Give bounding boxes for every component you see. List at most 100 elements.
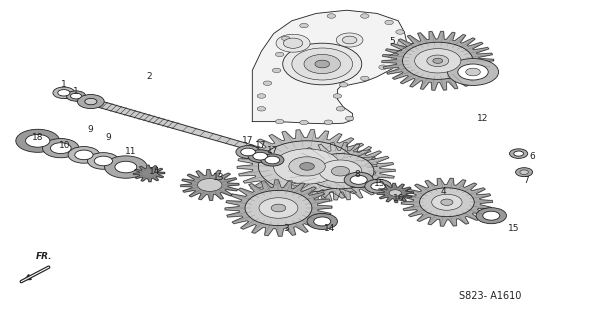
Circle shape	[396, 30, 404, 34]
Text: 2: 2	[146, 72, 152, 81]
Polygon shape	[225, 180, 332, 236]
Circle shape	[342, 36, 357, 44]
Circle shape	[379, 65, 387, 69]
Circle shape	[458, 64, 488, 80]
Circle shape	[361, 76, 369, 81]
Circle shape	[483, 211, 500, 220]
Circle shape	[319, 160, 362, 182]
Circle shape	[58, 90, 70, 96]
Circle shape	[300, 23, 308, 28]
Polygon shape	[237, 130, 377, 203]
Text: 18: 18	[32, 133, 43, 142]
Polygon shape	[133, 165, 165, 182]
Circle shape	[510, 149, 528, 158]
Circle shape	[75, 150, 93, 160]
Circle shape	[331, 166, 350, 176]
Circle shape	[265, 156, 280, 164]
Circle shape	[336, 33, 363, 47]
Circle shape	[391, 55, 399, 60]
Text: 17: 17	[243, 136, 254, 145]
Text: 14: 14	[324, 224, 335, 233]
Circle shape	[415, 49, 461, 73]
Circle shape	[253, 152, 268, 160]
Circle shape	[365, 179, 392, 193]
Circle shape	[275, 52, 284, 57]
Circle shape	[241, 148, 255, 156]
Circle shape	[304, 54, 340, 74]
Circle shape	[26, 134, 50, 147]
Polygon shape	[401, 178, 492, 226]
Polygon shape	[377, 183, 413, 203]
Text: 10: 10	[60, 141, 71, 150]
Text: 16: 16	[393, 194, 405, 203]
Text: 11: 11	[125, 148, 136, 156]
Circle shape	[258, 141, 356, 192]
Text: 9: 9	[105, 133, 111, 142]
Circle shape	[324, 120, 333, 124]
Circle shape	[397, 41, 406, 45]
Circle shape	[245, 190, 312, 226]
Circle shape	[88, 153, 119, 169]
Text: 17: 17	[255, 141, 266, 150]
Text: S823- A1610: S823- A1610	[459, 291, 522, 301]
Circle shape	[300, 163, 314, 170]
Circle shape	[257, 107, 266, 111]
Circle shape	[283, 38, 303, 48]
Circle shape	[94, 156, 112, 166]
Circle shape	[389, 190, 401, 196]
Polygon shape	[252, 10, 407, 124]
Circle shape	[514, 151, 523, 156]
Polygon shape	[382, 31, 494, 90]
Circle shape	[314, 217, 331, 226]
Circle shape	[236, 146, 260, 158]
Circle shape	[276, 34, 310, 52]
Text: 7: 7	[523, 176, 529, 185]
Polygon shape	[62, 91, 254, 150]
Circle shape	[66, 91, 86, 101]
Circle shape	[361, 14, 369, 18]
Circle shape	[274, 149, 340, 184]
Circle shape	[432, 194, 462, 210]
Circle shape	[333, 94, 342, 98]
Circle shape	[339, 83, 348, 87]
Circle shape	[248, 150, 272, 163]
Circle shape	[282, 36, 290, 41]
Circle shape	[336, 107, 345, 111]
Circle shape	[257, 94, 266, 98]
Circle shape	[261, 154, 284, 166]
Circle shape	[289, 157, 325, 176]
Circle shape	[85, 98, 97, 105]
Circle shape	[259, 198, 298, 218]
Circle shape	[43, 139, 79, 158]
Circle shape	[263, 81, 272, 85]
Text: 15: 15	[375, 180, 385, 188]
Circle shape	[307, 213, 337, 229]
Circle shape	[275, 119, 284, 124]
Circle shape	[441, 199, 453, 205]
Circle shape	[371, 182, 385, 190]
Circle shape	[516, 168, 533, 177]
Circle shape	[427, 55, 449, 67]
Text: 9: 9	[87, 125, 93, 134]
Text: 6: 6	[529, 152, 534, 161]
Text: 4: 4	[441, 188, 447, 196]
Circle shape	[272, 68, 281, 73]
Circle shape	[344, 172, 373, 188]
Circle shape	[53, 87, 75, 99]
Circle shape	[292, 48, 353, 80]
Circle shape	[350, 175, 367, 184]
Circle shape	[385, 20, 393, 25]
Circle shape	[271, 204, 286, 212]
Circle shape	[307, 154, 374, 189]
Circle shape	[466, 68, 480, 76]
Circle shape	[420, 188, 474, 217]
Text: 3: 3	[283, 224, 289, 233]
Text: 1: 1	[61, 80, 67, 89]
Text: 8: 8	[354, 170, 361, 179]
Text: 14: 14	[150, 167, 161, 176]
Circle shape	[71, 93, 81, 99]
Text: 15: 15	[508, 224, 519, 233]
Circle shape	[105, 156, 147, 178]
Circle shape	[198, 179, 222, 191]
Circle shape	[433, 58, 443, 63]
